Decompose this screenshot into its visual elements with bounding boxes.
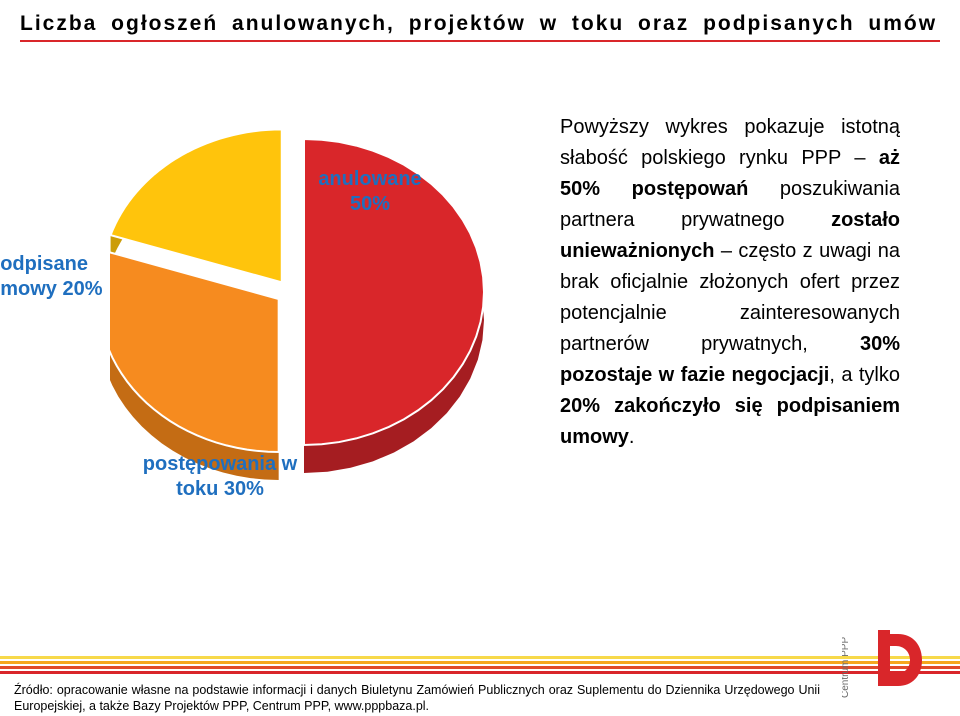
pie-chart: podpisane umowy 20% anulowane 50% postęp… — [0, 82, 560, 562]
description-block: Powyższy wykres pokazuje istotną słabość… — [560, 82, 910, 562]
label-postepowania-l2: toku 30% — [176, 478, 264, 500]
description-text: Powyższy wykres pokazuje istotną słabość… — [560, 112, 900, 453]
logo-text: Centrum PPP — [842, 637, 851, 698]
page-title: Liczba ogłoszeń anulowanych, projektów w… — [20, 12, 940, 36]
footer: Źródło: opracowanie własne na podstawie … — [0, 656, 960, 716]
label-anulowane-l1: anulowane — [318, 168, 421, 190]
logo-centrum-ppp: Centrum PPP — [842, 618, 942, 708]
label-anulowane: anulowane 50% — [295, 167, 445, 217]
content-area: podpisane umowy 20% anulowane 50% postęp… — [0, 52, 960, 562]
label-podpisane-l2: umowy 20% — [0, 278, 102, 300]
label-postepowania: postępowania w toku 30% — [120, 452, 320, 502]
desc-p7: 20% zakończyło się podpisaniem umowy — [560, 395, 900, 448]
desc-p6: , a tylko — [829, 364, 900, 386]
desc-p8: . — [629, 426, 635, 448]
title-underline — [20, 40, 940, 42]
label-podpisane: podpisane umowy 20% — [0, 252, 128, 302]
stripes — [0, 656, 960, 676]
source-text: Źródło: opracowanie własne na podstawie … — [0, 676, 960, 716]
title-bar: Liczba ogłoszeń anulowanych, projektów w… — [0, 0, 960, 52]
label-podpisane-l1: podpisane — [0, 253, 88, 275]
desc-p0: Powyższy wykres pokazuje istotną słabość… — [560, 116, 900, 169]
label-anulowane-l2: 50% — [350, 193, 390, 215]
label-postepowania-l1: postępowania w — [143, 453, 297, 475]
